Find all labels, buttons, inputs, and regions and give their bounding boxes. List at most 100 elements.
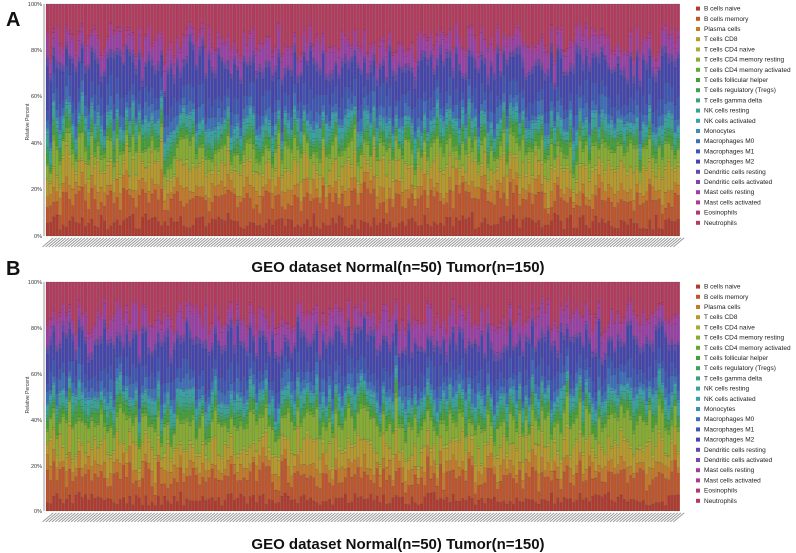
bar-segment xyxy=(559,136,563,140)
bar-segment xyxy=(499,98,503,105)
stacked-bar xyxy=(540,3,544,237)
bar-segment xyxy=(492,129,496,138)
bar-segment xyxy=(229,170,233,173)
bar-segment xyxy=(128,49,132,53)
bar-segment xyxy=(245,157,249,160)
bar-segment xyxy=(673,168,677,172)
bar-segment xyxy=(115,34,119,49)
bar-segment xyxy=(96,37,100,44)
bar-segment xyxy=(607,122,611,125)
bar-segment xyxy=(572,228,576,237)
bar-segment xyxy=(559,220,563,237)
bar-segment xyxy=(356,3,360,43)
bar-segment xyxy=(232,128,237,135)
bar-segment xyxy=(270,137,275,145)
bar-segment xyxy=(559,168,563,190)
bar-segment xyxy=(362,221,366,237)
panel-a-y-ticks: 0% 20% 40% 60% 80% 100% xyxy=(28,2,42,240)
bar-segment xyxy=(461,53,465,74)
bar-segment xyxy=(49,405,53,409)
bar-segment xyxy=(664,143,668,167)
bar-segment xyxy=(248,107,252,115)
bar-segment xyxy=(55,423,59,435)
bar-segment xyxy=(416,138,420,141)
bar-segment xyxy=(109,57,113,75)
bar-segment xyxy=(204,45,208,48)
bar-segment xyxy=(654,60,658,68)
bar-segment xyxy=(347,42,351,46)
bar-segment xyxy=(96,85,100,105)
x-tick-label xyxy=(543,237,555,248)
stacked-bar xyxy=(505,3,509,237)
bar-segment xyxy=(128,134,132,137)
stacked-bar xyxy=(45,3,49,237)
bar-segment xyxy=(629,36,633,54)
bar-segment xyxy=(64,145,69,177)
bar-segment xyxy=(511,157,515,180)
y-tick: 0% xyxy=(34,509,42,515)
bar-segment xyxy=(461,76,465,79)
bar-segment xyxy=(58,63,62,70)
bar-segment xyxy=(210,218,214,237)
bar-segment xyxy=(502,151,506,155)
bar-segment xyxy=(486,182,490,193)
bar-segment xyxy=(540,65,544,70)
bar-segment xyxy=(527,46,531,48)
bar-segment xyxy=(74,54,78,68)
bar-segment xyxy=(511,119,515,122)
bar-segment xyxy=(397,3,401,43)
bar-segment xyxy=(58,316,62,323)
bar-segment xyxy=(530,114,535,120)
bar-segment xyxy=(388,87,392,107)
bar-segment xyxy=(667,127,671,131)
bar-segment xyxy=(274,170,278,187)
bar-segment xyxy=(179,114,183,120)
bar-segment xyxy=(366,104,370,111)
legend-swatch xyxy=(696,149,700,154)
bar-segment xyxy=(613,169,617,173)
bar-segment xyxy=(112,58,116,105)
x-tick-label xyxy=(108,237,121,248)
bar-segment xyxy=(264,117,268,125)
bar-segment xyxy=(150,60,154,67)
bar-segment xyxy=(302,178,306,198)
bar-segment xyxy=(486,224,490,237)
bar-segment xyxy=(61,406,65,409)
bar-segment xyxy=(318,67,322,70)
bar-segment xyxy=(188,22,192,27)
bar-segment xyxy=(515,80,519,95)
bar-segment xyxy=(55,411,59,416)
bar-segment xyxy=(217,184,221,197)
bar-segment xyxy=(553,83,557,86)
bar-segment xyxy=(439,142,443,147)
bar-segment xyxy=(423,132,427,140)
bar-segment xyxy=(600,218,604,237)
bar-segment xyxy=(610,129,614,136)
x-tick-label xyxy=(375,237,387,248)
bar-segment xyxy=(518,122,522,124)
bar-segment xyxy=(343,63,347,88)
bar-segment xyxy=(293,36,297,44)
bar-segment xyxy=(565,108,569,118)
bar-segment xyxy=(236,57,240,67)
bar-segment xyxy=(223,144,227,165)
bar-segment xyxy=(125,142,129,146)
bar-segment xyxy=(87,182,91,194)
bar-segment xyxy=(340,125,344,128)
bar-segment xyxy=(445,132,449,140)
bar-segment xyxy=(632,148,636,173)
bar-segment xyxy=(270,134,275,138)
bar-segment xyxy=(366,222,370,237)
bar-segment xyxy=(464,218,468,237)
bar-segment xyxy=(496,47,500,54)
bar-segment xyxy=(673,104,677,120)
bar-segment xyxy=(429,165,433,168)
bar-segment xyxy=(134,99,138,118)
bar-segment xyxy=(61,138,65,141)
bar-segment xyxy=(616,166,620,169)
bar-segment xyxy=(80,26,84,33)
bar-segment xyxy=(270,54,275,57)
bar-segment xyxy=(413,131,417,138)
bar-segment xyxy=(290,135,294,138)
bar-segment xyxy=(261,72,265,80)
